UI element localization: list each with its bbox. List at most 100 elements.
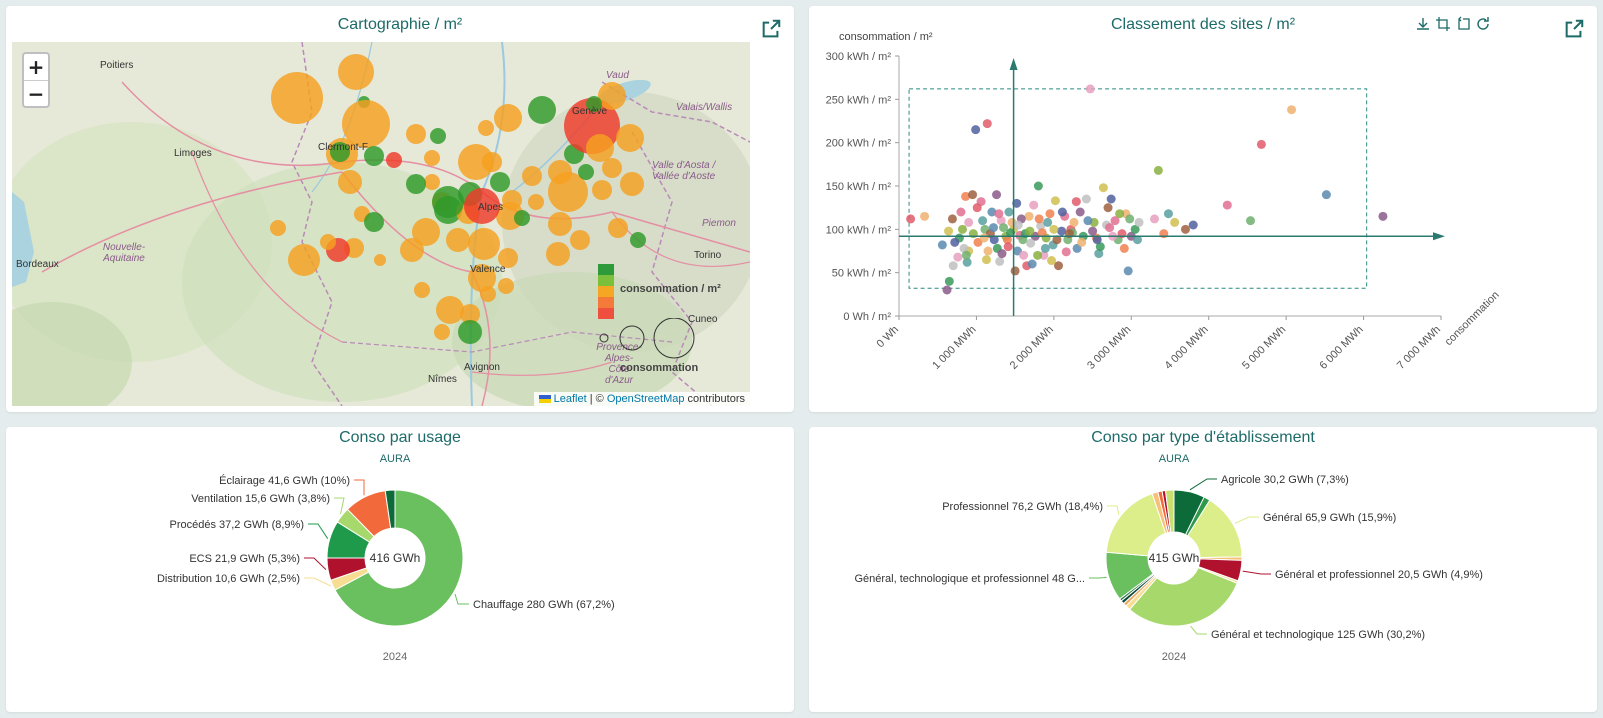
scatter-point[interactable] <box>1057 226 1067 236</box>
scatter-point[interactable] <box>1002 235 1012 245</box>
scatter-point[interactable] <box>1071 197 1081 207</box>
scatter-point[interactable] <box>1378 211 1388 221</box>
scatter-point[interactable] <box>1037 228 1047 238</box>
scatter-point[interactable] <box>1105 223 1115 233</box>
map-bubble[interactable] <box>468 228 500 260</box>
scatter-point[interactable] <box>1049 224 1059 234</box>
scatter-point[interactable] <box>942 285 952 295</box>
map-bubble[interactable] <box>528 194 544 210</box>
map-bubble[interactable] <box>548 172 588 212</box>
donut-slice[interactable] <box>334 489 464 627</box>
zoom-in-button[interactable]: + <box>27 55 45 79</box>
scatter-point[interactable] <box>1033 181 1043 191</box>
map-bubble[interactable] <box>424 150 440 166</box>
scatter-point[interactable] <box>1043 217 1053 227</box>
donut-slice[interactable] <box>1128 567 1238 627</box>
scatter-point[interactable] <box>992 190 1002 200</box>
map-bubble[interactable] <box>464 188 500 224</box>
map-view[interactable]: Poitiers Limoges Bordeaux Clermont-F Val… <box>12 42 750 406</box>
map-bubble[interactable] <box>424 174 440 190</box>
scatter-point[interactable] <box>947 214 957 224</box>
scatter-point[interactable] <box>1072 243 1082 253</box>
scatter-point[interactable] <box>1095 242 1105 252</box>
scatter-point[interactable] <box>1188 220 1198 230</box>
scatter-chart[interactable]: consommation / m² 0 Wh / m² 50 kWh / m² 100… <box>809 6 1597 406</box>
open-external-icon[interactable] <box>760 18 782 40</box>
scatter-point[interactable] <box>1019 250 1029 260</box>
map-bubble[interactable] <box>436 296 464 324</box>
scatter-point[interactable] <box>968 190 978 200</box>
scatter-point[interactable] <box>1005 228 1015 238</box>
map-bubble[interactable] <box>338 54 374 90</box>
scatter-point[interactable] <box>1039 250 1049 260</box>
scatter-point[interactable] <box>1047 256 1057 266</box>
scatter-point[interactable] <box>1163 209 1173 219</box>
zoom-out-button[interactable]: − <box>24 80 48 106</box>
scatter-point[interactable] <box>959 243 969 253</box>
map-bubble[interactable] <box>482 152 502 172</box>
scatter-point[interactable] <box>1119 243 1129 253</box>
map-bubble[interactable] <box>434 324 450 340</box>
scatter-point[interactable] <box>944 276 954 286</box>
scatter-point[interactable] <box>971 125 981 135</box>
map-bubble[interactable] <box>494 104 522 132</box>
scatter-point[interactable] <box>1123 266 1133 276</box>
scatter-point[interactable] <box>1029 200 1039 210</box>
scatter-point[interactable] <box>1256 139 1266 149</box>
map-bubble[interactable] <box>342 100 390 148</box>
map-bubble[interactable] <box>498 248 518 268</box>
scatter-point[interactable] <box>1092 235 1102 245</box>
scatter-point[interactable] <box>1012 198 1022 208</box>
scatter-point[interactable] <box>1052 235 1062 245</box>
scatter-point[interactable] <box>1134 217 1144 227</box>
scatter-point[interactable] <box>989 235 999 245</box>
scatter-point[interactable] <box>1081 194 1091 204</box>
donut-slice[interactable] <box>384 489 396 529</box>
scatter-point[interactable] <box>906 214 916 224</box>
map-bubble[interactable] <box>338 170 362 194</box>
scatter-point[interactable] <box>920 211 930 221</box>
scatter-point[interactable] <box>1085 84 1095 94</box>
map-bubble[interactable] <box>630 232 646 248</box>
map-bubble[interactable] <box>570 230 590 250</box>
scatter-point[interactable] <box>1115 209 1125 219</box>
scatter-point[interactable] <box>1132 235 1142 245</box>
map-bubble[interactable] <box>412 218 440 246</box>
scatter-point[interactable] <box>981 255 991 265</box>
scatter-point[interactable] <box>1069 217 1079 227</box>
map-bubble[interactable] <box>458 320 482 344</box>
map-bubble[interactable] <box>406 124 426 144</box>
scatter-point[interactable] <box>1094 249 1104 259</box>
map-bubble[interactable] <box>446 228 470 252</box>
map-bubble[interactable] <box>364 146 384 166</box>
scatter-point[interactable] <box>979 233 989 243</box>
map-bubble[interactable] <box>374 254 386 266</box>
donut-slice[interactable] <box>1164 489 1175 533</box>
scatter-point[interactable] <box>1025 226 1035 236</box>
scatter-point[interactable] <box>1026 238 1036 248</box>
map-bubble[interactable] <box>468 264 496 292</box>
scatter-point[interactable] <box>1110 216 1120 226</box>
scatter-point[interactable] <box>983 246 993 256</box>
scatter-point[interactable] <box>1034 214 1044 224</box>
scatter-point[interactable] <box>978 216 988 226</box>
scatter-point[interactable] <box>964 217 974 227</box>
scatter-point[interactable] <box>1054 261 1064 271</box>
scatter-point[interactable] <box>1045 209 1055 219</box>
scatter-point[interactable] <box>1321 190 1331 200</box>
download-icon[interactable] <box>1415 16 1431 32</box>
scatter-point[interactable] <box>1075 207 1085 217</box>
scatter-point[interactable] <box>1036 221 1046 231</box>
scatter-point[interactable] <box>1040 243 1050 253</box>
scatter-point[interactable] <box>1003 242 1013 252</box>
scatter-point[interactable] <box>1130 224 1140 234</box>
map-bubble[interactable] <box>546 242 570 266</box>
scatter-point[interactable] <box>956 207 966 217</box>
map-bubble[interactable] <box>330 142 350 162</box>
map-bubble[interactable] <box>586 134 614 162</box>
scatter-point[interactable] <box>1083 216 1093 226</box>
scatter-point[interactable] <box>944 226 954 236</box>
scatter-point[interactable] <box>1013 220 1023 230</box>
map-bubble[interactable] <box>364 212 384 232</box>
map-bubble[interactable] <box>592 180 612 200</box>
